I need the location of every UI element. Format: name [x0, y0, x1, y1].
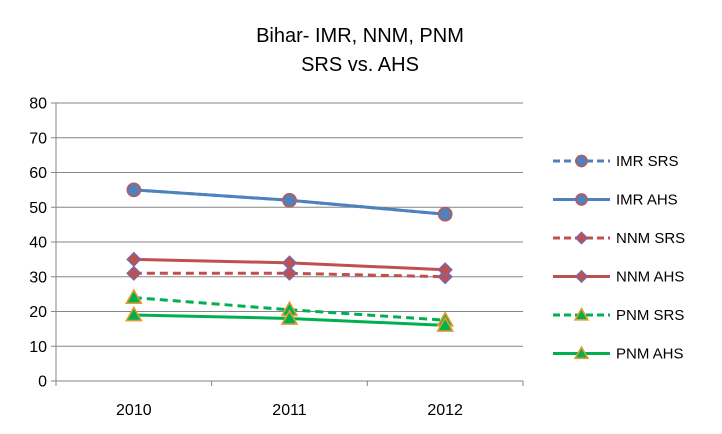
legend-marker: [574, 231, 589, 245]
data-point-pnm-ahs: [280, 309, 299, 325]
legend-label: PNM AHS: [616, 346, 684, 363]
y-tick-label: 50: [29, 200, 47, 217]
data-point-imr-ahs: [437, 206, 453, 222]
chart-title: Bihar- IMR, NNM, PNM: [256, 25, 464, 47]
legend-marker: [575, 193, 588, 206]
data-point-imr-ahs: [126, 182, 142, 198]
y-tick-label: 30: [29, 269, 47, 286]
data-point-nnm-ahs: [281, 255, 298, 271]
y-tick-label: 10: [29, 339, 47, 356]
y-tick-label: 60: [29, 165, 47, 182]
data-point-pnm-srs: [124, 288, 143, 305]
data-point-nnm-srs: [126, 265, 142, 281]
x-tick-label: 2012: [427, 402, 463, 419]
legend-label: IMR SRS: [616, 153, 679, 170]
y-tick-label: 80: [29, 96, 47, 113]
legend-marker: [575, 154, 588, 168]
series-markers: [124, 182, 455, 332]
axes: [55, 103, 523, 382]
legend: IMR SRS IMR AHS NNM SRS NNM AHS PNM SRS PNM A…: [553, 153, 685, 363]
data-point-imr-ahs: [282, 193, 297, 208]
x-tick-label: 2010: [116, 402, 152, 419]
data-point-pnm-ahs: [436, 316, 455, 332]
legend-label: NNM SRS: [616, 230, 685, 247]
y-tick-label: 0: [38, 374, 47, 391]
data-point-nnm-ahs: [437, 262, 453, 278]
legend-label: NNM AHS: [616, 269, 684, 286]
y-tick-label: 70: [29, 130, 47, 147]
legend-marker: [574, 269, 589, 284]
data-point-nnm-srs: [281, 265, 298, 281]
data-point-nnm-ahs: [126, 251, 142, 268]
y-tick-label: 40: [29, 235, 47, 252]
x-tick-labels: 2010 2011 2012: [116, 402, 463, 419]
y-tick-labels: 0 10 20 30 40 50 60 70 80: [29, 96, 47, 391]
legend-label: IMR AHS: [616, 192, 678, 209]
legend-marker: [573, 307, 590, 321]
chart-subtitle: SRS vs. AHS: [301, 54, 419, 76]
x-tick-label: 2011: [272, 402, 307, 419]
legend-marker: [573, 345, 590, 360]
legend-label: PNM SRS: [616, 307, 684, 324]
y-tick-label: 20: [29, 304, 47, 321]
data-point-pnm-ahs: [124, 305, 143, 322]
